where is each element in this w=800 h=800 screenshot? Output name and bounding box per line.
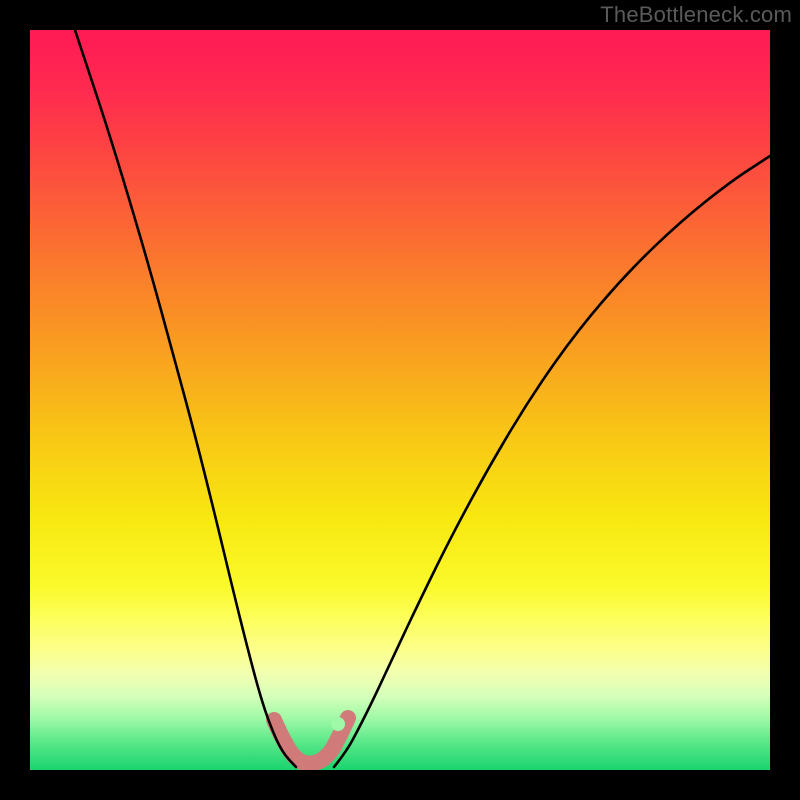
watermark-text: TheBottleneck.com	[600, 2, 792, 28]
chart-stage: TheBottleneck.com	[0, 0, 800, 800]
plot-background	[30, 30, 770, 770]
bottleneck-chart	[0, 0, 800, 800]
bottom-loop-gap	[331, 717, 345, 731]
